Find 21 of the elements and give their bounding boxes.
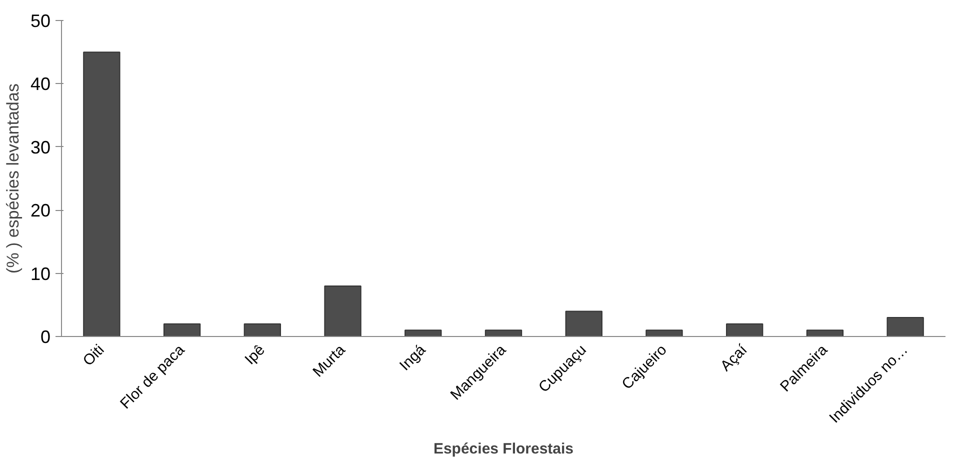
y-tick-label: 50 [30,11,51,31]
bar [726,323,764,336]
y-tick-label: 10 [30,264,51,284]
x-tick-label: Ipê [242,341,268,368]
x-tick-label: Oiti [80,341,108,370]
bar [484,330,522,336]
y-tick-label: 40 [30,74,51,94]
y-tick-label: 30 [30,137,51,158]
bar [886,317,924,336]
bar [646,330,683,336]
bar [163,323,201,336]
bar [83,52,120,336]
bar [244,323,281,336]
bar [324,285,362,336]
y-tick-label: 0 [40,327,51,347]
bar [404,330,442,336]
y-axis-title: (% ) espécies levantadas [3,84,22,274]
y-tick-label: 20 [30,200,51,221]
x-axis-title: Espécies Florestais [433,440,574,458]
bar [806,330,844,336]
bar [565,310,602,336]
